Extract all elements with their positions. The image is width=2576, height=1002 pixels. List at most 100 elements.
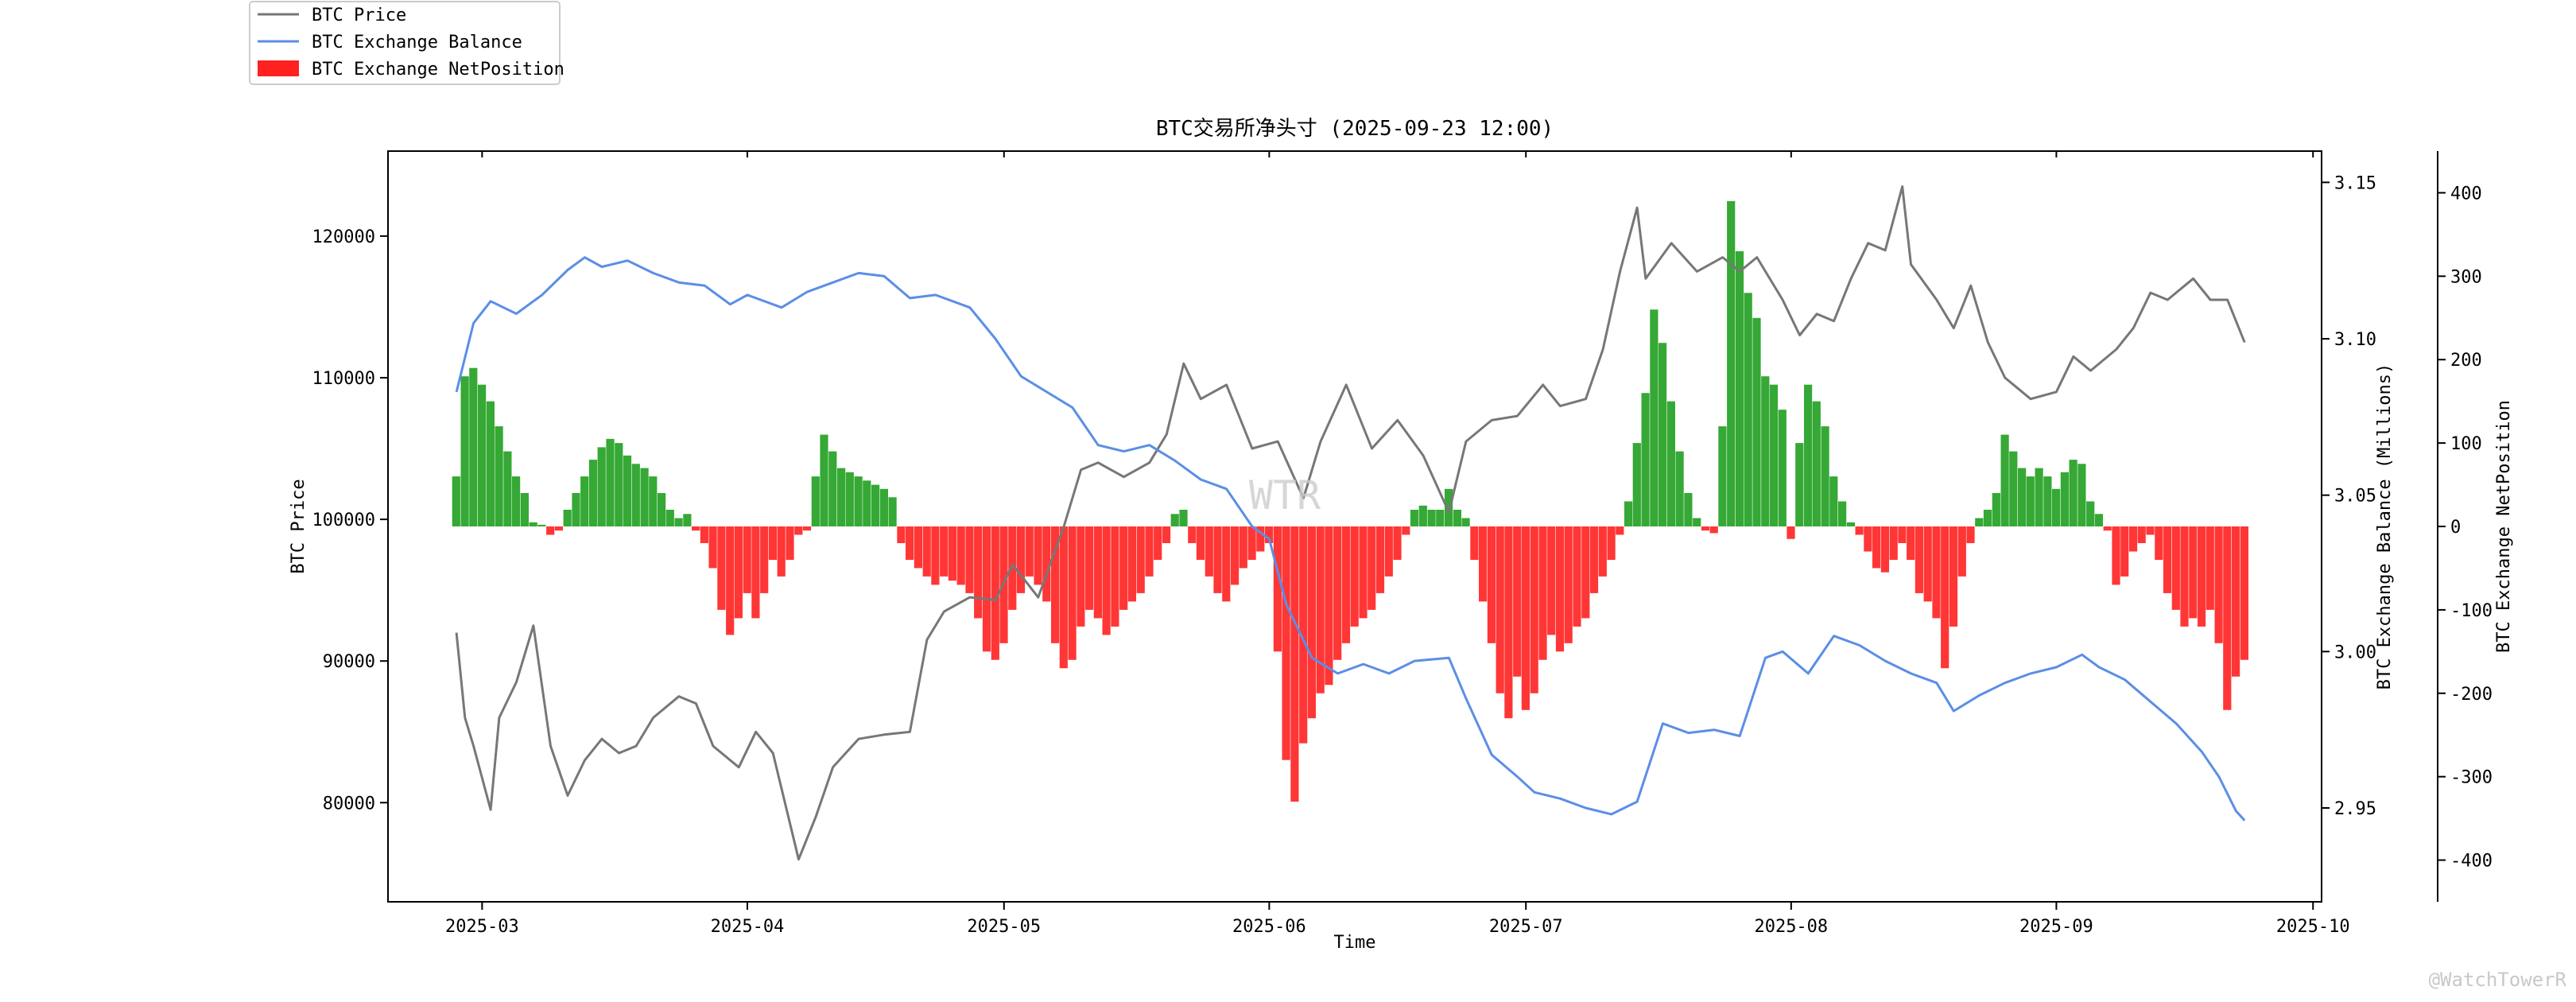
netposition-bar-51 xyxy=(888,497,897,526)
netposition-bar-194 xyxy=(2112,526,2120,585)
netposition-bar-119 xyxy=(1470,526,1479,560)
netposition-bar-144 xyxy=(1684,493,1693,526)
netposition-bar-9 xyxy=(529,522,537,526)
netposition-bar-160 xyxy=(1821,426,1829,526)
netposition-bar-80 xyxy=(1136,526,1145,593)
netposition-bar-87 xyxy=(1196,526,1205,560)
legend-label-balance: BTC Exchange Balance xyxy=(312,33,522,52)
legend-label-price: BTC Price xyxy=(312,6,406,25)
netposition-bar-36 xyxy=(760,526,769,593)
plot-frame xyxy=(387,150,2322,903)
netposition-bar-168 xyxy=(1889,526,1898,560)
x-tick-label-5: 2025-08 xyxy=(1754,917,1828,937)
netposition-bar-127 xyxy=(1538,526,1547,660)
netposition-bar-153 xyxy=(1761,376,1770,526)
netposition-tick-label-8: 400 xyxy=(2450,184,2482,204)
netposition-bar-139 xyxy=(1641,393,1650,526)
legend-label-netposition: BTC Exchange NetPosition xyxy=(312,60,564,80)
netposition-bar-187 xyxy=(2052,488,2061,526)
netposition-bar-84 xyxy=(1170,514,1179,526)
netposition-bar-30 xyxy=(708,526,717,569)
netposition-bar-128 xyxy=(1547,526,1556,635)
chart-title: BTC交易所净头寸 (2025-09-23 12:00) xyxy=(1156,117,1554,141)
netposition-bar-136 xyxy=(1616,526,1624,535)
netposition-bar-69 xyxy=(1042,526,1051,602)
netposition-bar-88 xyxy=(1205,526,1213,577)
netposition-bar-3 xyxy=(478,384,487,526)
netposition-bar-192 xyxy=(2094,514,2103,526)
netposition-bar-101 xyxy=(1316,526,1325,693)
netposition-bar-58 xyxy=(948,526,956,581)
x-tick-label-7: 2025-10 xyxy=(2276,917,2350,937)
netposition-bar-186 xyxy=(2043,476,2052,526)
netposition-bar-6 xyxy=(503,451,512,526)
netposition-tick-label-6: 200 xyxy=(2450,351,2482,371)
netposition-tick-label-2: -200 xyxy=(2450,685,2493,705)
x-tick-label-4: 2025-07 xyxy=(1489,917,1563,937)
netposition-bar-25 xyxy=(665,510,674,526)
netposition-bar-148 xyxy=(1718,426,1727,526)
netposition-bar-167 xyxy=(1880,526,1889,573)
netposition-tick-label-1: -300 xyxy=(2450,768,2493,788)
netposition-bar-113 xyxy=(1418,505,1427,526)
x-axis-label: Time xyxy=(1334,933,1376,953)
netposition-bar-132 xyxy=(1581,526,1590,619)
netposition-bar-0 xyxy=(452,476,460,526)
balance-tick-label-0: 2.95 xyxy=(2334,799,2376,819)
price-tick-label-2: 100000 xyxy=(312,511,375,530)
x-tick-label-3: 2025-06 xyxy=(1232,917,1306,937)
center-watermark: WTR xyxy=(1249,472,1321,518)
netposition-tick-label-0: -400 xyxy=(2450,852,2493,872)
netposition-bar-172 xyxy=(1923,526,1932,602)
netposition-bar-35 xyxy=(751,526,760,619)
series-lines xyxy=(455,185,2246,861)
netposition-bar-94 xyxy=(1256,526,1265,552)
netposition-bar-60 xyxy=(965,526,974,593)
netposition-bar-118 xyxy=(1461,518,1470,526)
netposition-bar-74 xyxy=(1085,526,1094,610)
netposition-bar-12 xyxy=(554,526,563,531)
netposition-bar-169 xyxy=(1898,526,1907,543)
netposition-bar-209 xyxy=(2240,526,2248,660)
netposition-bar-82 xyxy=(1154,526,1162,560)
netposition-bar-103 xyxy=(1333,526,1342,660)
netposition-bar-41 xyxy=(802,526,812,531)
netposition-bar-61 xyxy=(974,526,983,619)
netposition-bar-55 xyxy=(922,526,931,577)
netposition-bar-184 xyxy=(2026,476,2035,526)
netposition-bar-121 xyxy=(1487,526,1496,643)
netposition-bar-79 xyxy=(1127,526,1136,602)
netposition-bar-99 xyxy=(1299,526,1308,744)
x-tick-label-0: 2025-03 xyxy=(445,917,519,937)
netposition-bar-77 xyxy=(1111,526,1119,627)
netposition-bar-11 xyxy=(546,526,555,535)
netposition-bar-72 xyxy=(1068,526,1077,660)
netposition-bar-131 xyxy=(1573,526,1581,627)
netposition-bar-90 xyxy=(1222,526,1231,602)
netposition-bar-43 xyxy=(820,434,828,526)
netposition-bar-5 xyxy=(495,426,503,526)
balance-tick-label-3: 3.10 xyxy=(2334,330,2376,350)
netposition-bar-40 xyxy=(794,526,803,535)
netposition-bar-71 xyxy=(1059,526,1068,669)
netposition-bar-97 xyxy=(1282,526,1290,760)
netposition-bar-54 xyxy=(914,526,922,569)
netposition-bar-15 xyxy=(580,476,589,526)
netposition-bar-28 xyxy=(692,526,700,531)
netposition-bar-141 xyxy=(1658,343,1667,526)
netposition-bar-70 xyxy=(1051,526,1060,643)
netposition-bar-91 xyxy=(1231,526,1240,585)
netposition-bar-130 xyxy=(1564,526,1573,643)
netposition-bar-164 xyxy=(1855,526,1864,535)
netposition-bar-29 xyxy=(700,526,708,543)
netposition-bar-151 xyxy=(1744,293,1752,526)
netposition-bar-193 xyxy=(2103,526,2112,531)
netposition-bar-2 xyxy=(469,367,478,526)
netposition-bar-39 xyxy=(786,526,794,560)
netposition-bar-133 xyxy=(1589,526,1599,593)
netposition-bar-165 xyxy=(1864,526,1872,552)
balance-tick-label-4: 3.15 xyxy=(2334,173,2376,193)
netposition-tick-label-4: 0 xyxy=(2450,518,2461,538)
netposition-bar-159 xyxy=(1812,401,1821,526)
